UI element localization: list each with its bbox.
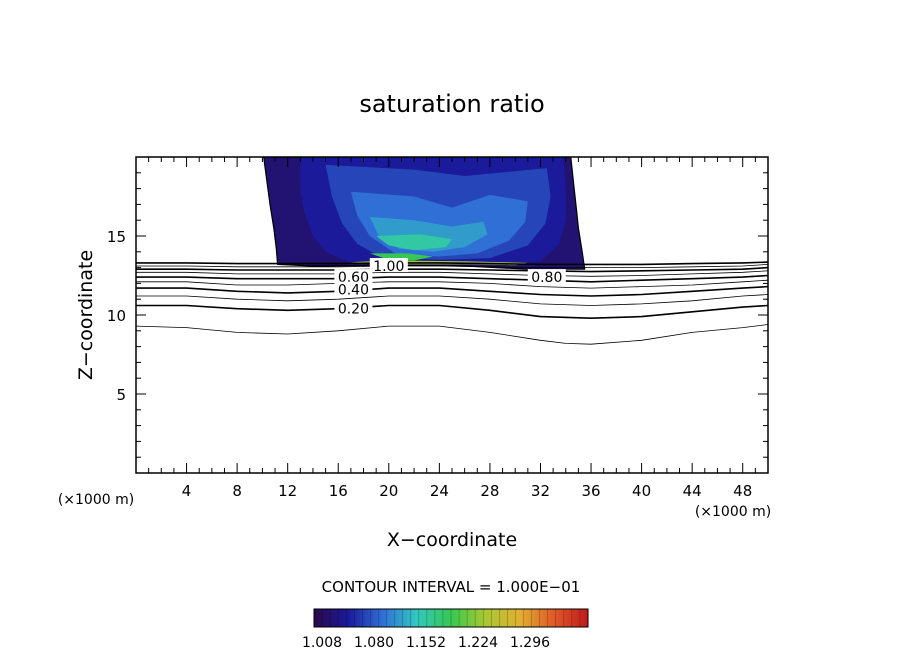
y-axis-label: Z−coordinate xyxy=(75,250,97,380)
colorbar-tick-label: 1.152 xyxy=(406,635,446,651)
contour-label: 0.40 xyxy=(338,283,369,299)
x-axis-label: X−coordinate xyxy=(387,529,517,551)
contour-labels: 1.000.800.600.400.20 xyxy=(334,258,566,318)
contour-label: 1.00 xyxy=(373,259,404,275)
contour-label-bg xyxy=(334,300,373,315)
contour-line-0_1 xyxy=(136,324,768,345)
fill-level-6 xyxy=(369,253,433,261)
contour-line-0_2 xyxy=(136,304,768,320)
x-unit-label-right: (×1000 m) xyxy=(695,504,771,520)
x-tick-label: 4 xyxy=(182,482,192,500)
x-unit-label-left: (×1000 m) xyxy=(58,492,134,508)
colorbar-tick-label: 1.008 xyxy=(302,635,342,651)
chart-title: saturation ratio xyxy=(359,90,544,118)
x-tick-label: 8 xyxy=(232,482,242,500)
contour-interval-label: CONTOUR INTERVAL = 1.000E−01 xyxy=(322,578,581,596)
colorbar-tick-label: 1.080 xyxy=(354,635,394,651)
contour-line-0_6 xyxy=(136,274,768,283)
colorbar-tick-label: 1.296 xyxy=(510,635,550,651)
x-tick-label: 28 xyxy=(480,482,499,500)
y-tick-label: 10 xyxy=(107,307,126,325)
contour-line-0_8 xyxy=(136,266,768,273)
plot-area xyxy=(136,157,768,345)
colorbar xyxy=(313,608,589,628)
contour-label-bg xyxy=(369,258,408,273)
supersaturation-fill xyxy=(263,157,586,270)
contour-line-0_4 xyxy=(136,285,768,297)
x-tick-label: 36 xyxy=(581,482,600,500)
contour-line-0_9 xyxy=(136,264,768,269)
contour-line-0_5 xyxy=(136,279,768,289)
contour-label-bg xyxy=(334,281,373,296)
x-tick-label: 48 xyxy=(733,482,752,500)
colorbar-tick-label: 1.224 xyxy=(458,635,498,651)
contour-line-1 xyxy=(136,261,768,266)
x-tick-label: 32 xyxy=(531,482,550,500)
contour-line-0_7 xyxy=(136,270,768,277)
contour-label-bg xyxy=(527,269,566,284)
x-tick-label: 16 xyxy=(329,482,348,500)
contour-label-bg xyxy=(334,269,373,284)
x-tick-label: 44 xyxy=(683,482,702,500)
contour-label: 0.20 xyxy=(338,302,369,318)
colorbar-ticks: 1.008 1.080 1.152 1.224 1.296 xyxy=(302,609,581,651)
contour-line-0_3 xyxy=(136,294,768,306)
contour-label: 0.80 xyxy=(531,270,562,286)
x-tick-label: 24 xyxy=(430,482,449,500)
y-tick-label: 5 xyxy=(116,386,126,404)
fill-level-5 xyxy=(376,234,452,251)
x-tick-label: 40 xyxy=(632,482,651,500)
y-tick-label: 15 xyxy=(107,228,126,246)
x-tick-label: 20 xyxy=(379,482,398,500)
contour-lines xyxy=(136,261,768,345)
x-tick-label: 12 xyxy=(278,482,297,500)
